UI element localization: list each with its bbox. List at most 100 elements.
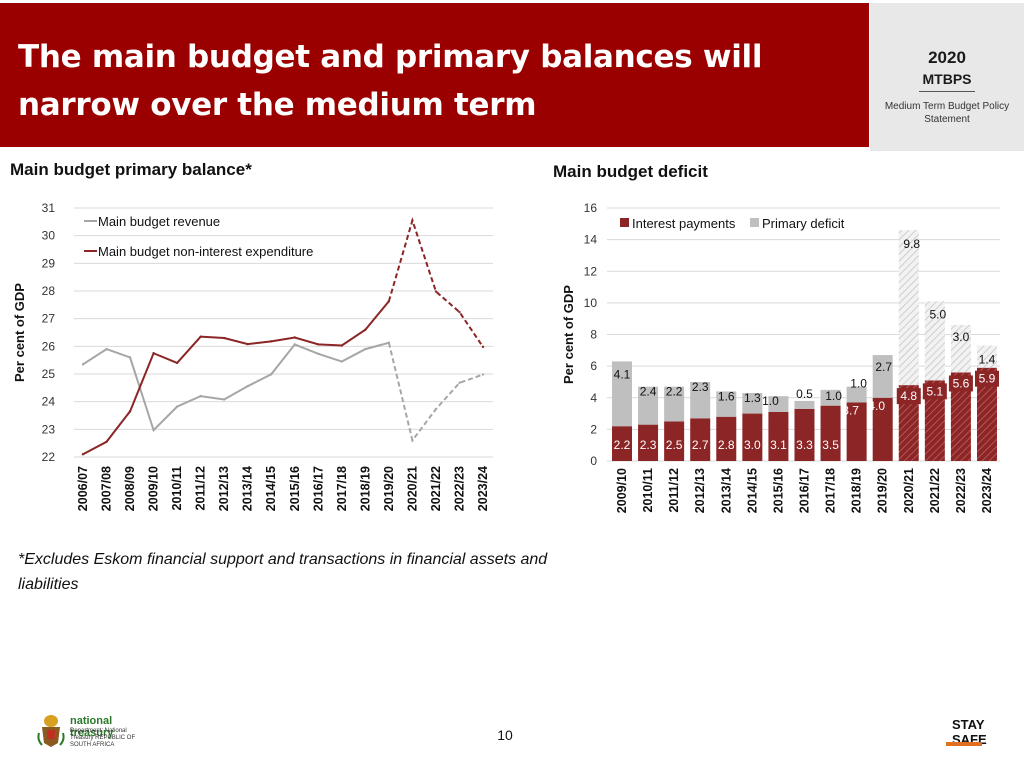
primary-deficit-data-label: 5.0 bbox=[929, 307, 946, 321]
primary-deficit-data-label: 1.0 bbox=[762, 394, 779, 408]
line-chart-x-tick: 2006/07 bbox=[76, 466, 90, 511]
line-chart-x-tick: 2023/24 bbox=[476, 466, 490, 511]
bar-chart-x-tick: 2010/11 bbox=[641, 468, 655, 513]
primary-deficit-bar bbox=[898, 230, 919, 386]
bar-chart-y-axis-title: Per cent of GDP bbox=[561, 285, 576, 384]
line-series-1-point bbox=[246, 342, 249, 346]
line-series-0-point bbox=[199, 394, 202, 398]
primary-deficit-data-label: 1.4 bbox=[979, 353, 996, 367]
interest-label-bg bbox=[896, 388, 921, 405]
line-chart-x-tick: 2014/15 bbox=[264, 466, 278, 511]
interest-bar bbox=[638, 424, 659, 461]
interest-label-bg bbox=[974, 370, 999, 387]
stay-safe-logo: STAY SAFE bbox=[944, 717, 987, 749]
bar-chart-x-tick: 2021/22 bbox=[928, 468, 942, 513]
bar-chart-x-tick: 2022/23 bbox=[954, 468, 968, 513]
bar-chart-x-tick: 2018/19 bbox=[850, 468, 864, 513]
interest-bar bbox=[820, 405, 841, 461]
line-series-0-point bbox=[340, 360, 344, 363]
primary-deficit-data-label: 1.0 bbox=[825, 389, 842, 403]
line-series-1-point bbox=[199, 335, 202, 338]
line-series-0-point bbox=[411, 439, 414, 442]
bar-chart-y-tick: 14 bbox=[584, 233, 598, 247]
line-series-1-point bbox=[105, 440, 108, 443]
line-chart-x-tick: 2020/21 bbox=[405, 466, 419, 511]
bar-chart-x-tick: 2016/17 bbox=[797, 468, 811, 513]
primary-deficit-bar bbox=[846, 386, 867, 403]
line-chart-x-tick: 2010/11 bbox=[170, 466, 184, 511]
right-chart-title: Main budget deficit bbox=[553, 162, 708, 181]
primary-deficit-data-label: 3.0 bbox=[953, 330, 970, 344]
line-series-0-point bbox=[293, 343, 296, 346]
bar-chart-y-tick: 6 bbox=[590, 359, 597, 373]
mtbps-brand-box: 2020 MTBPS Medium Term Budget Policy Sta… bbox=[870, 3, 1024, 151]
line-series-1-point bbox=[458, 310, 461, 314]
line-series-1-actual bbox=[82, 300, 390, 456]
primary-deficit-data-label: 1.3 bbox=[744, 391, 761, 405]
interest-data-label: 4.0 bbox=[868, 399, 885, 413]
line-chart-y-tick: 31 bbox=[42, 201, 56, 215]
primary-deficit-data-label: 0.5 bbox=[796, 387, 813, 401]
line-series-0-point bbox=[317, 352, 320, 356]
national-treasury-department: Department: National Treasury REPUBLIC O… bbox=[70, 728, 136, 748]
bar-legend-label-0: Interest payments bbox=[632, 216, 736, 231]
line-series-0-point bbox=[81, 363, 85, 366]
bar-chart-x-tick: 2009/10 bbox=[615, 468, 629, 513]
interest-bar bbox=[924, 380, 945, 461]
interest-data-label: 2.2 bbox=[614, 438, 631, 452]
page-title: The main budget and primary balances wil… bbox=[18, 39, 763, 123]
interest-bar bbox=[872, 397, 893, 461]
interest-data-label: 2.7 bbox=[692, 438, 709, 452]
interest-data-label: 2.3 bbox=[640, 438, 657, 452]
national-treasury-logo: national treasury Department: National T… bbox=[36, 713, 146, 749]
primary-deficit-bar bbox=[976, 345, 997, 368]
coat-of-arms-icon bbox=[37, 715, 65, 747]
line-chart-x-tick: 2021/22 bbox=[429, 466, 443, 511]
title-banner: The main budget and primary balances wil… bbox=[0, 3, 869, 147]
line-chart-x-tick: 2009/10 bbox=[147, 466, 161, 511]
line-series-0-point bbox=[152, 428, 155, 432]
bar-chart-x-tick: 2019/20 bbox=[876, 468, 890, 513]
interest-data-label: 2.8 bbox=[718, 438, 735, 452]
line-chart-y-tick: 30 bbox=[42, 229, 56, 243]
line-series-1-point bbox=[481, 345, 485, 349]
primary-deficit-data-label: 2.2 bbox=[666, 385, 683, 399]
line-series-1-point bbox=[270, 340, 273, 343]
interest-label-bg bbox=[922, 383, 947, 400]
interest-bar bbox=[664, 421, 685, 461]
line-series-1-point bbox=[128, 410, 132, 413]
bar-chart-y-tick: 4 bbox=[590, 391, 597, 405]
line-series-1-point bbox=[317, 343, 320, 346]
line-series-1-point bbox=[387, 300, 391, 303]
bar-legend-label-1: Primary deficit bbox=[762, 216, 845, 231]
line-series-1-point bbox=[175, 361, 179, 365]
primary-deficit-data-label: 9.8 bbox=[903, 237, 920, 251]
line-legend-label-0: Main budget revenue bbox=[98, 214, 220, 229]
primary-deficit-bar bbox=[950, 325, 971, 373]
primary-deficit-data-label: 2.7 bbox=[875, 360, 892, 374]
line-chart-x-tick: 2011/12 bbox=[194, 466, 208, 511]
line-series-1-projection bbox=[387, 217, 484, 348]
page-number: 10 bbox=[497, 727, 513, 743]
line-chart-x-tick: 2017/18 bbox=[335, 466, 349, 511]
line-chart-y-tick: 24 bbox=[42, 395, 56, 409]
line-series-1-point bbox=[222, 336, 226, 340]
bar-chart-x-tick: 2023/24 bbox=[980, 468, 994, 513]
bar-chart-x-tick: 2017/18 bbox=[824, 468, 838, 513]
footnote: *Excludes Eskom financial support and tr… bbox=[18, 551, 548, 593]
bar-chart-y-tick: 12 bbox=[584, 264, 598, 278]
line-series-0-actual bbox=[82, 341, 390, 433]
interest-data-label: 5.1 bbox=[926, 384, 943, 398]
line-legend-label-1: Main budget non-interest expenditure bbox=[98, 244, 313, 259]
line-chart-y-tick: 25 bbox=[42, 367, 56, 381]
primary-deficit-bar bbox=[768, 396, 789, 412]
interest-bar bbox=[794, 408, 815, 461]
line-series-1-point bbox=[434, 290, 438, 293]
bar-chart-x-tick: 2012/13 bbox=[693, 468, 707, 513]
primary-deficit-data-label: 4.1 bbox=[614, 367, 631, 381]
interest-bar bbox=[846, 402, 867, 461]
line-series-1-point bbox=[364, 328, 367, 331]
line-chart-y-tick: 29 bbox=[42, 256, 56, 270]
bar-chart-y-tick: 10 bbox=[584, 296, 598, 310]
